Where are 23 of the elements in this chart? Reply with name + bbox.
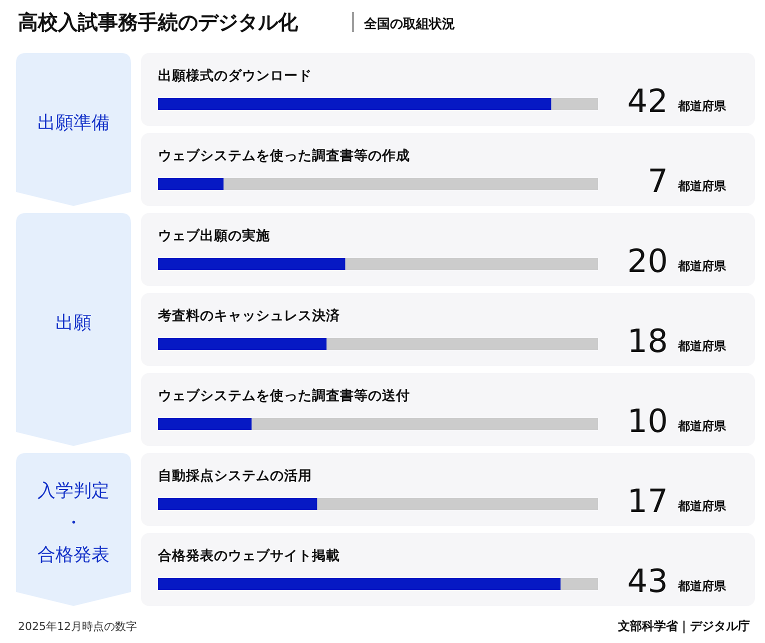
data-label: 43 都道府県 bbox=[627, 562, 727, 600]
chart-subtitle: 全国の取組状況 bbox=[363, 17, 455, 32]
text: 出願準備 bbox=[38, 112, 110, 134]
text: 出願 bbox=[56, 312, 92, 334]
y-tick-label: ウェブシステムを使った調査書等の作成 bbox=[158, 147, 410, 164]
chart-title: 高校入試事務手続のデジタル化 bbox=[18, 10, 299, 34]
bar bbox=[158, 418, 252, 430]
data-label: 18 都道府県 bbox=[627, 322, 727, 360]
data-label: 20 都道府県 bbox=[627, 242, 727, 280]
data-label: 10 都道府県 bbox=[627, 402, 727, 440]
text: 2025年12月時点の数字 bbox=[18, 620, 137, 633]
y-tick-label: 出願様式のダウンロード bbox=[158, 68, 312, 84]
y-tick-label: 合格発表のウェブサイト掲載 bbox=[157, 547, 340, 564]
y-tick-label: 考査料のキャッシュレス決済 bbox=[157, 307, 341, 324]
y-tick-label: ウェブ出願の実施 bbox=[158, 227, 270, 244]
text: 入学判定・合格発表 bbox=[38, 480, 110, 566]
data-label: 7 都道府県 bbox=[648, 162, 727, 200]
y-tick-label: ウェブシステムを使った調査書等の送付 bbox=[158, 387, 410, 404]
data-label: 42 都道府県 bbox=[627, 82, 727, 120]
text: 文部科学省｜デジタル庁 bbox=[617, 619, 750, 634]
bar bbox=[158, 178, 224, 190]
y-tick-label: 自動採点システムの活用 bbox=[158, 468, 312, 484]
data-label: 17 都道府県 bbox=[627, 482, 727, 520]
